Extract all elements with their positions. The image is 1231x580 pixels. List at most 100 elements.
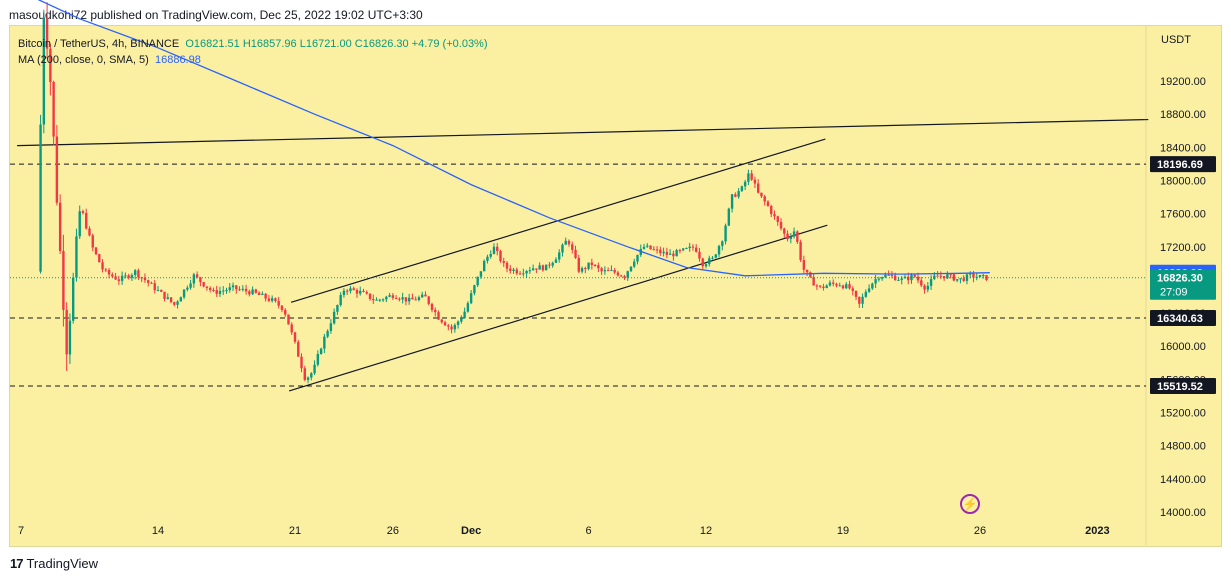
candle-body[interactable] bbox=[750, 173, 753, 180]
candle-body[interactable] bbox=[721, 241, 724, 246]
candle-body[interactable] bbox=[450, 326, 453, 330]
candle-body[interactable] bbox=[600, 268, 603, 272]
candle-body[interactable] bbox=[698, 251, 701, 259]
candle-body[interactable] bbox=[982, 275, 985, 277]
candle-body[interactable] bbox=[515, 269, 519, 274]
candle-body[interactable] bbox=[926, 285, 930, 290]
candle-body[interactable] bbox=[512, 269, 515, 271]
candle-body[interactable] bbox=[284, 309, 287, 315]
candle-body[interactable] bbox=[339, 295, 342, 306]
candle-body[interactable] bbox=[832, 282, 835, 284]
candle-body[interactable] bbox=[907, 276, 910, 281]
candle-body[interactable] bbox=[342, 290, 346, 296]
candle-body[interactable] bbox=[756, 183, 760, 193]
candle-body[interactable] bbox=[238, 289, 241, 291]
candle-body[interactable] bbox=[652, 249, 656, 251]
candle-body[interactable] bbox=[202, 282, 205, 287]
candle-body[interactable] bbox=[789, 236, 793, 239]
candle-body[interactable] bbox=[946, 274, 949, 279]
candle-body[interactable] bbox=[714, 254, 717, 258]
price-tag[interactable] bbox=[1150, 378, 1216, 395]
candle-body[interactable] bbox=[91, 235, 94, 248]
candle-body[interactable] bbox=[688, 246, 691, 249]
candle-body[interactable] bbox=[541, 265, 545, 271]
candle-body[interactable] bbox=[499, 250, 502, 262]
candle-body[interactable] bbox=[564, 240, 567, 245]
candle-body[interactable] bbox=[479, 271, 483, 277]
candle-body[interactable] bbox=[176, 301, 179, 305]
candle-body[interactable] bbox=[332, 311, 336, 324]
candle-body[interactable] bbox=[642, 246, 646, 249]
candle-body[interactable] bbox=[649, 245, 652, 250]
candle-body[interactable] bbox=[708, 258, 711, 265]
candle-body[interactable] bbox=[326, 330, 329, 337]
candle-body[interactable] bbox=[851, 288, 854, 291]
candle-body[interactable] bbox=[323, 336, 326, 349]
candle-body[interactable] bbox=[111, 274, 114, 277]
candle-body[interactable] bbox=[704, 264, 708, 267]
candle-body[interactable] bbox=[727, 208, 731, 226]
price-tag[interactable] bbox=[1150, 309, 1216, 326]
candle-body[interactable] bbox=[120, 275, 124, 281]
candle-body[interactable] bbox=[345, 290, 349, 292]
candle-body[interactable] bbox=[949, 274, 952, 276]
candle-body[interactable] bbox=[574, 249, 577, 258]
candle-body[interactable] bbox=[854, 290, 858, 297]
candle-body[interactable] bbox=[577, 257, 580, 272]
candle-body[interactable] bbox=[655, 249, 659, 251]
candle-body[interactable] bbox=[192, 274, 196, 284]
candle-body[interactable] bbox=[222, 290, 225, 292]
candle-body[interactable] bbox=[280, 305, 284, 310]
candle-body[interactable] bbox=[486, 256, 489, 261]
candle-body[interactable] bbox=[743, 181, 747, 187]
candle-body[interactable] bbox=[633, 261, 636, 267]
candle-body[interactable] bbox=[668, 253, 672, 255]
candle-body[interactable] bbox=[799, 241, 802, 261]
candle-body[interactable] bbox=[447, 325, 450, 327]
candle-body[interactable] bbox=[711, 257, 714, 259]
candle-body[interactable] bbox=[101, 262, 104, 270]
candle-body[interactable] bbox=[362, 290, 365, 292]
candle-body[interactable] bbox=[776, 216, 779, 222]
candle-body[interactable] bbox=[675, 250, 678, 257]
candle-body[interactable] bbox=[962, 278, 965, 281]
candle-body[interactable] bbox=[147, 280, 150, 283]
candle-body[interactable] bbox=[629, 266, 633, 272]
candle-body[interactable] bbox=[848, 284, 851, 289]
candle-body[interactable] bbox=[261, 293, 264, 295]
candle-body[interactable] bbox=[414, 299, 417, 301]
candle-body[interactable] bbox=[802, 260, 806, 270]
candle-body[interactable] bbox=[228, 287, 231, 291]
price-tag[interactable] bbox=[1150, 156, 1216, 173]
candle-body[interactable] bbox=[717, 245, 721, 255]
candle-body[interactable] bbox=[365, 291, 368, 294]
candle-body[interactable] bbox=[160, 290, 163, 292]
candle-body[interactable] bbox=[303, 368, 306, 380]
candle-body[interactable] bbox=[871, 283, 874, 289]
candle-body[interactable] bbox=[502, 261, 505, 263]
candle-body[interactable] bbox=[153, 283, 156, 291]
candle-body[interactable] bbox=[482, 260, 486, 272]
candle-body[interactable] bbox=[215, 289, 218, 294]
candle-body[interactable] bbox=[496, 246, 499, 251]
candle-body[interactable] bbox=[394, 297, 398, 299]
candle-body[interactable] bbox=[584, 268, 587, 270]
candle-body[interactable] bbox=[965, 274, 969, 281]
candle-body[interactable] bbox=[544, 264, 548, 271]
candle-body[interactable] bbox=[52, 82, 55, 137]
price-tag[interactable] bbox=[1150, 269, 1216, 300]
candle-body[interactable] bbox=[766, 201, 770, 207]
candle-body[interactable] bbox=[316, 354, 320, 365]
candle-body[interactable] bbox=[525, 271, 528, 274]
candle-body[interactable] bbox=[770, 206, 773, 215]
candle-body[interactable] bbox=[910, 274, 913, 281]
candle-body[interactable] bbox=[81, 211, 85, 213]
candle-body[interactable] bbox=[538, 265, 541, 270]
candle-body[interactable] bbox=[453, 324, 457, 330]
candle-body[interactable] bbox=[65, 309, 68, 355]
candle-body[interactable] bbox=[936, 275, 939, 277]
candle-body[interactable] bbox=[518, 273, 522, 275]
candle-body[interactable] bbox=[313, 364, 316, 374]
candle-body[interactable] bbox=[685, 248, 688, 250]
candle-body[interactable] bbox=[456, 321, 460, 325]
